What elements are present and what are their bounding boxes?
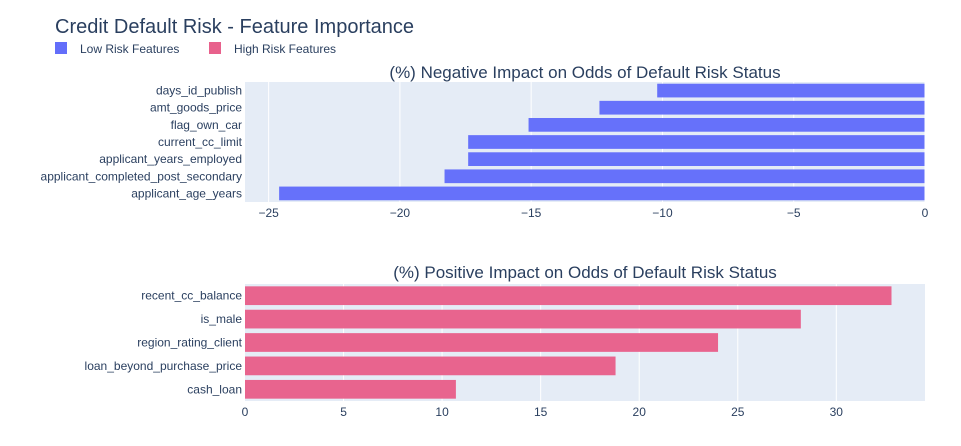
x-tick-label: 5 [340, 405, 347, 419]
x-tick-label: −10 [652, 206, 673, 220]
bar-applicant-age-years[interactable] [279, 186, 925, 201]
bar-flag-own-car[interactable] [528, 118, 925, 132]
bar-recent-cc-balance[interactable] [245, 286, 892, 306]
category-label: flag_own_car [171, 118, 242, 132]
category-label: current_cc_limit [158, 135, 243, 149]
bar-cash-loan[interactable] [245, 379, 456, 399]
x-tick-label: 30 [830, 405, 844, 419]
category-label: loan_beyond_purchase_price [85, 359, 243, 373]
negative-impact-panel: −25 −20 −15 −10 −5 0 days_id_publish amt_goods_… [41, 63, 929, 220]
x-tick-label: 20 [633, 405, 647, 419]
bar-current-cc-limit[interactable] [468, 135, 925, 149]
legend-swatch-high-risk[interactable] [209, 42, 221, 54]
x-tick-label: −25 [258, 206, 279, 220]
legend: Low Risk Features High Risk Features [55, 42, 336, 56]
legend-label-high-risk[interactable]: High Risk Features [234, 42, 336, 56]
x-tick-label: 15 [534, 405, 548, 419]
bar-is-male[interactable] [245, 309, 801, 329]
bar-loan-beyond-purchase-price[interactable] [245, 356, 616, 376]
subplot-title: (%) Positive Impact on Odds of Default R… [393, 263, 777, 282]
category-label: applicant_completed_post_secondary [41, 169, 242, 183]
x-tick-label: 10 [435, 405, 449, 419]
chart-title: Credit Default Risk - Feature Importance [55, 16, 414, 38]
bar-applicant-years-employed[interactable] [468, 152, 925, 166]
bar-region-rating-client[interactable] [245, 333, 719, 352]
category-label: is_male [201, 312, 243, 326]
x-tick-label: 25 [731, 405, 745, 419]
legend-label-low-risk[interactable]: Low Risk Features [80, 42, 179, 56]
category-label: applicant_years_employed [99, 152, 242, 166]
bar-days-id-publish[interactable] [657, 83, 925, 98]
x-tick-label: −5 [787, 206, 801, 220]
category-label: recent_cc_balance [141, 289, 242, 303]
x-tick-label: 0 [922, 206, 929, 220]
category-label: days_id_publish [156, 84, 242, 98]
category-label: applicant_age_years [131, 186, 242, 200]
positive-impact-panel: 0 5 10 15 20 25 30 recent_cc_balance is_maleregi… [85, 263, 925, 419]
subplot-title: (%) Negative Impact on Odds of Default R… [389, 63, 780, 82]
category-label: region_rating_client [137, 336, 242, 350]
x-tick-label: 0 [242, 405, 249, 419]
category-label: amt_goods_price [150, 101, 242, 115]
bar-applicant-completed-post-secondary[interactable] [444, 169, 925, 184]
legend-swatch-low-risk[interactable] [55, 42, 67, 54]
x-tick-label: −15 [521, 206, 542, 220]
x-tick-label: −20 [390, 206, 411, 220]
bar-amt-goods-price[interactable] [599, 100, 925, 115]
category-label: cash_loan [187, 382, 242, 396]
